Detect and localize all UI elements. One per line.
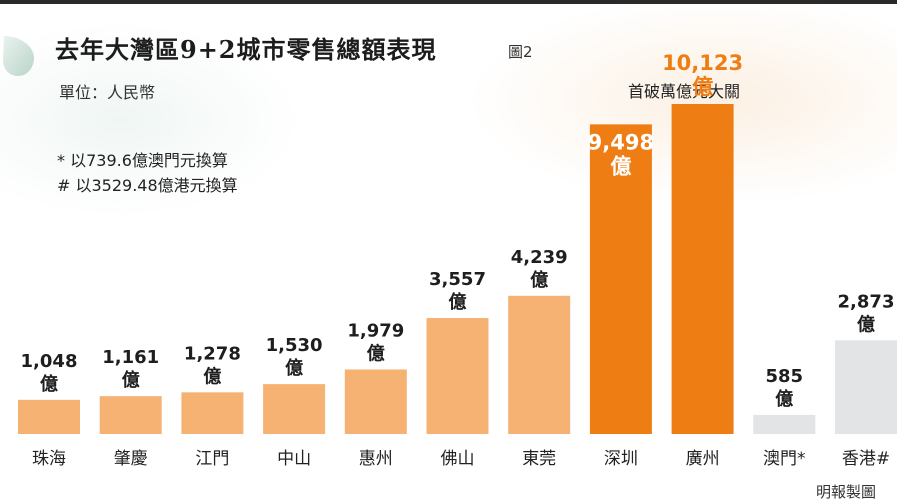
- credit-label: 明報製圖: [816, 483, 877, 501]
- unit-label-7: 億: [610, 154, 631, 178]
- value-label-10: 2,873: [838, 291, 895, 312]
- figure-label: 圖2: [508, 43, 533, 61]
- unit-label-9: 億: [775, 388, 793, 410]
- unit-label-0: 億: [40, 373, 58, 395]
- bar-2: [181, 392, 244, 434]
- value-label-9: 585: [766, 366, 804, 387]
- category-label-6: 東莞: [522, 449, 556, 469]
- category-label-0: 珠海: [32, 449, 66, 469]
- value-label-3: 1,530: [266, 335, 323, 356]
- category-label-3: 中山: [277, 449, 311, 469]
- value-label-7: 9,498: [588, 130, 654, 154]
- water-drop-icon: [3, 36, 34, 76]
- category-label-10: 香港#: [842, 449, 890, 469]
- category-label-2: 江門: [195, 449, 229, 469]
- value-label-5: 3,557: [429, 269, 486, 290]
- bar-3: [263, 384, 326, 434]
- bar-8: [671, 104, 734, 434]
- unit-label-6: 億: [530, 269, 548, 291]
- category-label-9: 澳門*: [763, 449, 806, 469]
- value-label-8: 10,123: [662, 51, 743, 75]
- unit-label-4: 億: [367, 342, 385, 364]
- category-label-4: 惠州: [359, 449, 393, 469]
- bar-4: [344, 369, 407, 434]
- footnote-macau: * 以739.6億澳門元換算: [57, 151, 228, 170]
- value-label-4: 1,979: [347, 320, 404, 341]
- bar-0: [18, 399, 80, 434]
- category-label-8: 廣州: [686, 449, 720, 469]
- unit-label-10: 億: [857, 313, 875, 335]
- unit-label-1: 億: [122, 369, 140, 391]
- bar-9: [753, 414, 816, 434]
- unit-label: 單位：人民幣: [59, 83, 156, 102]
- bar-7: [589, 124, 652, 435]
- bar-6: [508, 295, 571, 434]
- bar-5: [426, 318, 489, 434]
- value-label-6: 4,239: [511, 247, 568, 268]
- value-label-0: 1,048: [21, 351, 78, 372]
- value-label-2: 1,278: [184, 343, 241, 364]
- unit-label-3: 億: [285, 357, 303, 379]
- unit-label-5: 億: [449, 291, 467, 313]
- highlight-annotation: 首破萬億元大關: [628, 82, 741, 101]
- unit-label-8: 億: [692, 75, 713, 99]
- category-label-1: 肇慶: [114, 449, 148, 469]
- unit-label-2: 億: [203, 365, 221, 387]
- chart-title: 去年大灣區9+2城市零售總額表現: [55, 35, 437, 64]
- bar-1: [99, 396, 162, 434]
- category-label-7: 深圳: [604, 449, 638, 469]
- top-rule: [0, 0, 897, 4]
- value-label-1: 1,161: [102, 347, 159, 368]
- bar-10: [835, 340, 897, 434]
- category-label-5: 佛山: [441, 449, 475, 469]
- footnote-hongkong: # 以3529.48億港元換算: [57, 176, 238, 195]
